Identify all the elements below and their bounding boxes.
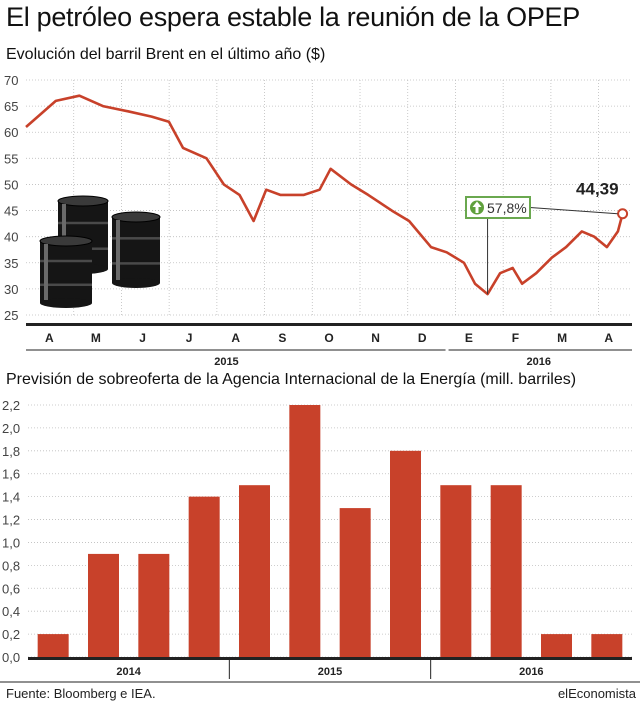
bar <box>88 553 119 657</box>
barrel-highlight <box>44 244 48 300</box>
line-chart-grid <box>26 79 632 316</box>
barrel-top <box>57 195 109 207</box>
y-tick-label: 0,0 <box>2 650 20 665</box>
y-tick-label: 45 <box>4 204 18 219</box>
barrel-highlight <box>62 204 66 266</box>
barrel-bottom <box>112 278 160 288</box>
x-tick-label: M <box>557 331 567 345</box>
x-tick-label: A <box>45 331 54 345</box>
year-label: 2014 <box>116 666 141 678</box>
change-leader-line <box>529 207 618 215</box>
bar <box>138 553 170 657</box>
barrel-rib <box>112 262 160 265</box>
bar <box>339 508 371 657</box>
barrel-rib <box>58 221 108 225</box>
bar <box>37 634 69 657</box>
last-value-label: 44,39 <box>576 180 619 199</box>
last-value-marker <box>617 208 629 220</box>
barrel-highlight <box>116 220 120 280</box>
x-tick-label: J <box>186 331 193 345</box>
barrel <box>39 235 93 308</box>
x-tick-label: J <box>139 331 146 345</box>
bar-chart-y-axis: 0,0 0,2 0,4 0,6 0,8 1,0 1,2 1,4 1,6 1,8 2,0 2,2 <box>2 398 20 665</box>
y-tick-label: 30 <box>4 282 18 297</box>
bar-chart-bars <box>37 405 623 657</box>
year-label: 2015 <box>214 356 238 365</box>
y-tick-label: 0,2 <box>2 627 20 642</box>
y-tick-label: 2,2 <box>2 398 20 413</box>
year-label: 2015 <box>318 666 342 678</box>
brand-logo: elEconomista <box>557 686 636 701</box>
x-tick-label: M <box>91 331 101 345</box>
y-tick-label: 0,6 <box>2 581 20 596</box>
x-axis-line <box>26 323 632 326</box>
oil-barrels-icon <box>39 195 161 308</box>
y-tick-label: 1,6 <box>2 467 20 482</box>
bar <box>239 485 270 657</box>
oversupply-bar-chart: 0,0 0,2 0,4 0,6 0,8 1,0 1,2 1,4 1,6 1,8 2,0 2,2 201… <box>0 398 640 683</box>
line-chart-y-axis: 25 30 35 40 45 50 55 60 65 70 <box>4 73 18 323</box>
change-badge <box>465 196 531 219</box>
y-tick-label: 60 <box>4 125 18 140</box>
y-tick-label: 0,8 <box>2 558 20 573</box>
y-tick-label: 50 <box>4 177 18 192</box>
brent-line-chart: 25 30 35 40 45 50 55 60 65 70 A M J J A S O N D E F M A 2015 20… <box>4 73 632 365</box>
y-tick-label: 65 <box>4 99 18 114</box>
bar <box>390 450 421 657</box>
bar-chart-x-axis: 2014 2015 2016 <box>0 657 640 683</box>
y-tick-label: 70 <box>4 73 18 88</box>
up-arrow-glyph <box>472 201 482 213</box>
barrel-rib <box>40 259 92 263</box>
line-chart-annotations: 44,39 57,8% <box>465 180 629 295</box>
x-tick-label: N <box>371 331 380 345</box>
x-tick-label: A <box>604 331 613 345</box>
y-tick-label: 1,0 <box>2 535 20 550</box>
bar <box>289 405 321 657</box>
bar <box>591 634 623 657</box>
barrel-top <box>39 235 93 247</box>
x-axis-line <box>28 657 632 660</box>
source-note: Fuente: Bloomberg e IEA. <box>6 686 156 701</box>
y-tick-label: 40 <box>4 230 18 245</box>
y-tick-label: 35 <box>4 256 18 271</box>
brent-series-line <box>25 94 624 296</box>
line-chart-title: Evolución del barril Brent en el último … <box>6 46 326 63</box>
y-tick-label: 2,0 <box>2 421 20 436</box>
bar <box>440 485 472 657</box>
y-tick-label: 1,8 <box>2 444 20 459</box>
barrel <box>111 211 161 288</box>
y-tick-label: 0,4 <box>2 604 20 619</box>
y-tick-label: 55 <box>4 151 18 166</box>
bar <box>188 496 220 657</box>
bar <box>490 485 522 657</box>
bar-chart-title: Previsión de sobreoferta de la Agencia I… <box>6 371 577 388</box>
x-tick-label: D <box>418 331 427 345</box>
barrel-rib <box>40 283 92 287</box>
year-label: 2016 <box>527 356 551 365</box>
x-tick-label: O <box>324 331 333 345</box>
y-tick-label: 1,4 <box>2 490 20 505</box>
barrel-bottom <box>40 298 92 308</box>
x-tick-label: S <box>278 331 286 345</box>
x-tick-label: A <box>231 331 240 345</box>
x-tick-label: E <box>465 331 473 345</box>
barrel-body <box>40 241 92 303</box>
barrel-rib <box>112 237 160 240</box>
x-tick-label: F <box>512 331 519 345</box>
change-label: 57,8% <box>487 200 527 216</box>
barrel-top <box>111 211 161 223</box>
bar <box>541 634 572 657</box>
line-chart-x-axis: A M J J A S O N D E F M A 2015 2016 <box>26 323 632 365</box>
year-label: 2016 <box>519 666 543 678</box>
line-chart-series <box>25 94 624 296</box>
headline: El petróleo espera estable la reunión de… <box>6 2 580 32</box>
y-tick-label: 25 <box>4 308 18 323</box>
y-tick-label: 1,2 <box>2 513 20 528</box>
